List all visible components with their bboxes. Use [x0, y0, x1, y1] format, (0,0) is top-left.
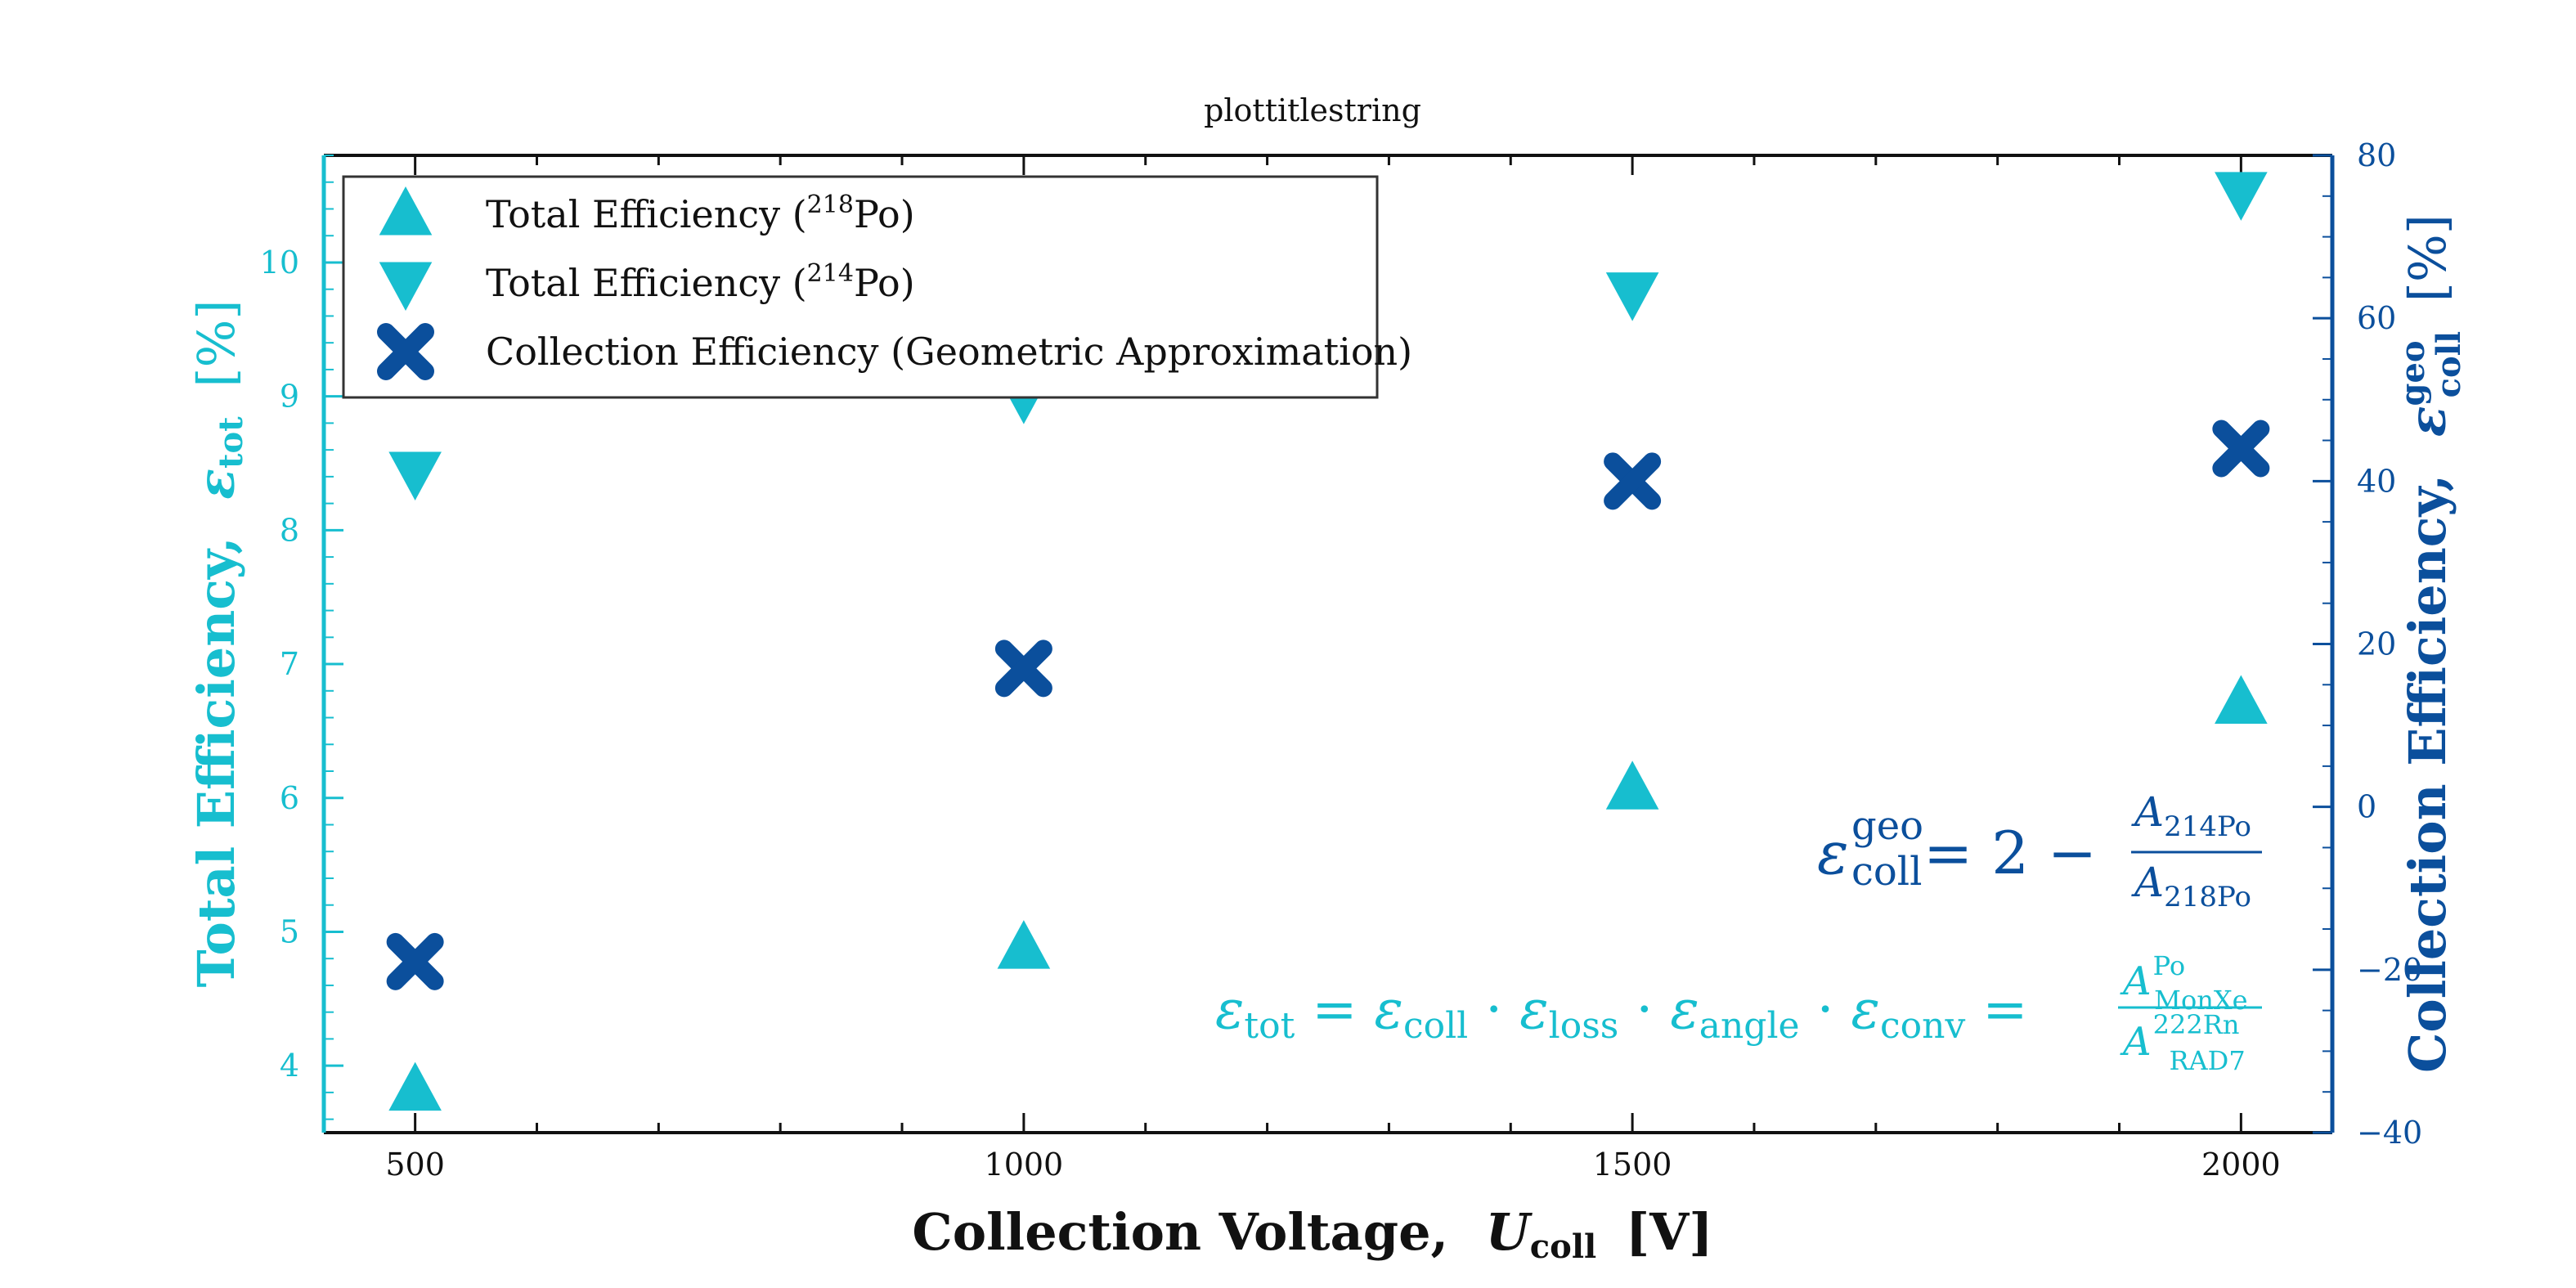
eq1-lhs-sup: geo [1851, 803, 1923, 849]
eq2-den: A222Rn RAD7 [2120, 1009, 2246, 1076]
y-right-axis-label: Collection Efficiency, εgeocoll [%] [2394, 214, 2472, 1073]
y-left-tick-label: 10 [260, 245, 299, 280]
data-point-series-0 [997, 920, 1051, 969]
x-marker-stroke [1604, 452, 1662, 510]
eq2-formula: εtot = εcoll · εloss · εangle · εconv = [1215, 978, 2028, 1047]
data-point-series-0 [2215, 675, 2268, 725]
y-right-axis-ticks: −40 −20 0 20 40 60 80 [2313, 137, 2422, 1151]
legend-label-0: Total Efficiency (218Po) [486, 191, 915, 236]
y-left-axis-label: Total Efficiency, εtot [%] [186, 299, 254, 987]
data-point-series-1 [1605, 272, 1659, 321]
x-marker-stroke [386, 932, 444, 990]
x-tick-label: 500 [385, 1147, 445, 1183]
y-left-tick-label: 6 [280, 780, 299, 816]
x-axis-label: Collection Voltage, Ucoll [V] [912, 1202, 1712, 1270]
annotation-eq2: εtot = εcoll · εloss · εangle · εconv = … [1215, 950, 2262, 1076]
eq2-num: APo MonXe [2120, 950, 2248, 1016]
legend-marker-0 [379, 186, 433, 236]
data-point-series-2 [1604, 452, 1662, 510]
x-marker-stroke [2212, 420, 2270, 478]
y-left-tick-label: 4 [280, 1048, 299, 1084]
annotation-eq1: ε geo coll = 2 − A214Po A218Po [1817, 788, 2262, 913]
eq1-lhs-sub: coll [1851, 849, 1922, 895]
y-right-tick-label: −20 [2357, 952, 2422, 988]
y-right-tick-label: −40 [2357, 1115, 2422, 1151]
y-right-tick-label: 40 [2357, 463, 2396, 499]
y-left-axis-ticks: 4 5 6 7 8 9 10 [260, 155, 343, 1120]
data-point-series-1 [2215, 172, 2268, 221]
eq1-lhs: ε [1817, 819, 1849, 887]
y-left-tick-label: 9 [280, 379, 299, 415]
legend: Total Efficiency (218Po) Total Efficiency… [342, 175, 1412, 399]
x-marker-stroke [994, 640, 1052, 698]
data-markers [386, 172, 2270, 1111]
y-right-tick-label: 0 [2357, 789, 2376, 825]
x-tick-label: 2000 [2201, 1147, 2281, 1183]
chart-title: plottitlestring [1204, 92, 1421, 128]
y-right-tick-label: 80 [2357, 137, 2396, 173]
eq1-num: A214Po [2131, 788, 2251, 843]
x-tick-label: 1000 [985, 1147, 1064, 1183]
y-right-tick-label: 60 [2357, 300, 2396, 336]
legend-label-2: Collection Efficiency (Geometric Approxi… [486, 330, 1412, 374]
x-tick-label: 1500 [1593, 1147, 1672, 1183]
data-point-series-0 [388, 1061, 442, 1111]
data-point-series-1 [388, 451, 442, 500]
x-marker-stroke [377, 323, 434, 380]
legend-marker-1 [379, 262, 433, 311]
y-left-tick-label: 7 [280, 646, 299, 682]
eq1-rhs: = 2 − [1923, 819, 2097, 887]
y-left-tick-label: 8 [280, 512, 299, 548]
legend-label-1: Total Efficiency (214Po) [486, 259, 915, 305]
eq1-den: A218Po [2131, 859, 2251, 913]
data-point-series-2 [386, 932, 444, 990]
data-point-series-2 [994, 640, 1052, 698]
y-right-tick-label: 20 [2357, 626, 2396, 662]
y-left-tick-label: 5 [280, 913, 299, 949]
legend-box [342, 175, 1379, 399]
x-axis-ticks: 500 1000 1500 2000 [385, 155, 2281, 1183]
legend-marker-2 [377, 323, 434, 380]
data-point-series-0 [1605, 761, 1659, 810]
data-point-series-2 [2212, 420, 2270, 478]
